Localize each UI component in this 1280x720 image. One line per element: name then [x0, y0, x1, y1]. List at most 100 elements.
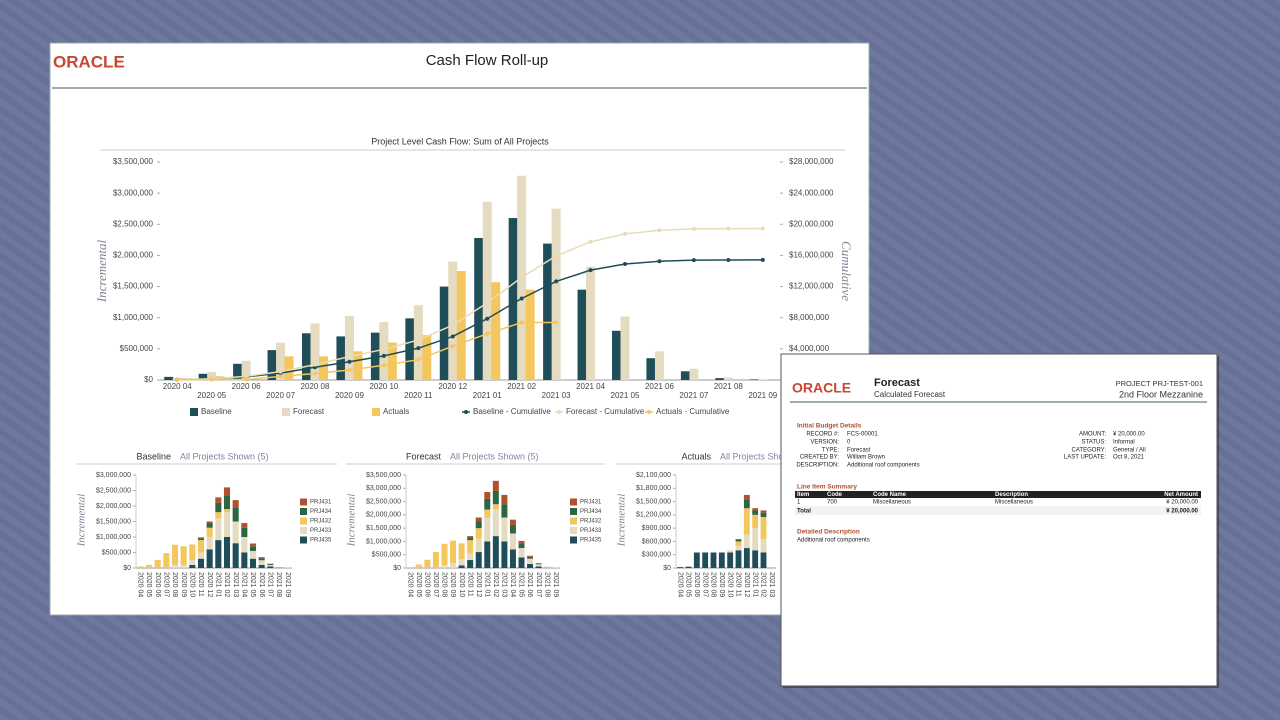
bar-segment [432, 552, 439, 568]
bar-segment [189, 559, 196, 565]
y-tick-label: $500,000 [102, 549, 131, 556]
bar-segment [475, 521, 482, 529]
point [244, 374, 249, 379]
x-tick-label: 2020 08 [301, 382, 330, 391]
bar-segment [718, 552, 725, 568]
bar-segment [215, 502, 222, 513]
bar-segment [197, 540, 205, 553]
chart-title: Forecast [406, 451, 442, 461]
bar-segment [154, 559, 161, 568]
field-value: Additional roof components [847, 463, 920, 469]
y-tick-label: $1,000,000 [366, 538, 401, 545]
point [416, 346, 421, 351]
point [416, 357, 421, 362]
x-tick-label: 2020 11 [404, 391, 433, 400]
point [519, 296, 524, 301]
table-header: Description [995, 492, 1028, 498]
bar-segment [743, 508, 750, 535]
bar [310, 323, 320, 380]
legend-label: PRJ434 [580, 509, 602, 515]
x-tick-label: 2021 06 [526, 572, 533, 597]
x-tick-label: 2021 09 [748, 391, 777, 400]
y-tick-label: $600,000 [642, 538, 671, 545]
section-heading: Initial Budget Details [797, 423, 862, 430]
bar-segment [232, 543, 239, 568]
bar [689, 368, 699, 380]
y-tick-label: $0 [393, 565, 401, 572]
bar-segment [145, 564, 153, 568]
point [760, 226, 765, 231]
bar-segment [223, 509, 231, 513]
bar-segment [197, 558, 205, 568]
bar-segment [509, 519, 516, 525]
bar-segment [735, 545, 742, 551]
point [278, 374, 283, 379]
field-label: STATUS: [1082, 440, 1107, 446]
y-tick-label: $28,000,000 [789, 157, 834, 166]
bar-segment [492, 504, 499, 510]
x-tick-label: 2020 11 [466, 572, 473, 597]
bar [680, 371, 690, 380]
legend-label: PRJ435 [310, 538, 332, 544]
y2-axis-title: Cumulative [839, 241, 854, 301]
bar [543, 243, 553, 380]
bar [353, 351, 363, 380]
point [554, 279, 559, 284]
bar [241, 360, 251, 380]
point [726, 257, 731, 262]
bar [508, 218, 518, 380]
field-label: AMOUNT: [1079, 432, 1106, 438]
bar-segment [206, 549, 213, 568]
bar [233, 363, 243, 380]
y-tick-label: $1,000,000 [113, 313, 154, 322]
y-tick-label: $4,000,000 [789, 344, 830, 353]
legend-swatch [570, 498, 577, 506]
bar [387, 342, 397, 380]
point [485, 316, 490, 321]
y-tick-label: $0 [123, 565, 131, 572]
point [657, 228, 662, 233]
table-cell: 700 [827, 500, 838, 506]
table-header: Net Amount [1164, 492, 1198, 498]
legend-swatch [300, 498, 307, 506]
bar [525, 289, 535, 380]
x-tick-label: 2020 05 [145, 572, 152, 597]
chart-subtitle: All Projects Shown (5) [450, 451, 539, 461]
field-label: VERSION: [810, 440, 839, 446]
table-cell: 1 [797, 500, 801, 506]
bar-segment [180, 564, 187, 568]
bar [422, 335, 432, 380]
bar-segment [752, 508, 759, 511]
legend-swatch [557, 410, 561, 414]
point [623, 231, 627, 236]
bar-segment [484, 509, 491, 518]
bar-segment [467, 537, 474, 541]
bar [620, 316, 630, 380]
point [175, 377, 180, 382]
bar-segment [492, 490, 499, 505]
y-tick-label: $1,200,000 [636, 512, 671, 519]
field-label: TYPE: [822, 448, 840, 454]
bar-segment [450, 540, 457, 564]
point [313, 362, 317, 367]
x-tick-label: 2021 08 [543, 572, 550, 597]
legend-label: PRJ435 [580, 538, 602, 544]
x-tick-label: 2021 03 [232, 572, 239, 597]
x-tick-label: 2020 07 [701, 572, 708, 597]
legend-label: PRJ433 [310, 528, 332, 534]
x-tick-label: 2021 08 [275, 572, 282, 597]
x-tick-label: 2021 03 [542, 391, 571, 400]
point [485, 331, 490, 336]
bar [370, 332, 380, 380]
x-tick-label: 2020 08 [441, 572, 448, 597]
legend-label: PRJ431 [580, 500, 602, 506]
bar-segment [171, 544, 179, 565]
legend-label: Forecast [293, 407, 325, 416]
bar-segment [267, 566, 274, 568]
bar-segment [458, 559, 465, 566]
bar-segment [258, 558, 265, 561]
table-cell: Miscellaneous [995, 500, 1033, 506]
y-tick-label: $12,000,000 [789, 282, 834, 291]
y-tick-label: $3,000,000 [113, 188, 154, 197]
y-tick-label: $2,000,000 [96, 503, 131, 510]
